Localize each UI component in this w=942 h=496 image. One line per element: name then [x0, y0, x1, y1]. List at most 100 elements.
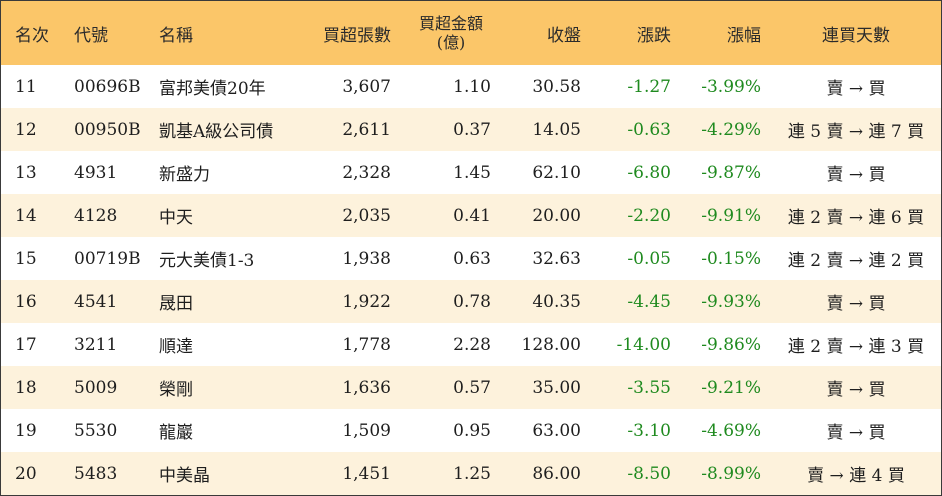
cell-code: 3211 [74, 323, 154, 366]
cell-name: 元大美債1-3 [159, 237, 309, 280]
cell-code: 4128 [74, 194, 154, 237]
cell-name: 順達 [159, 323, 309, 366]
cell-change: -3.10 [581, 409, 671, 452]
cell-streak: 賣 → 買 [771, 65, 941, 108]
cell-change-pct: -8.99% [671, 452, 761, 495]
cell-net-volume: 2,035 [301, 194, 391, 237]
table-row: 16 4541 晟田 1,922 0.78 40.35 -4.45 -9.93% 賣 → 買 [1, 280, 941, 323]
cell-rank: 17 [15, 323, 61, 366]
cell-net-amount: 1.10 [401, 65, 491, 108]
cell-rank: 15 [15, 237, 61, 280]
cell-code: 00719B [74, 237, 154, 280]
cell-change-pct: -9.21% [671, 366, 761, 409]
cell-rank: 14 [15, 194, 61, 237]
cell-streak: 連 2 賣 → 連 3 買 [771, 323, 941, 366]
cell-change-pct: -9.86% [671, 323, 761, 366]
cell-close: 63.00 [491, 409, 581, 452]
header-net-amount: 買超金額 (億) [396, 1, 506, 65]
table-row: 13 4931 新盛力 2,328 1.45 62.10 -6.80 -9.87% 賣 → 買 [1, 151, 941, 194]
cell-change: -3.55 [581, 366, 671, 409]
table-row: 18 5009 榮剛 1,636 0.57 35.00 -3.55 -9.21% 賣 → 買 [1, 366, 941, 409]
cell-net-volume: 2,328 [301, 151, 391, 194]
cell-change-pct: -3.99% [671, 65, 761, 108]
cell-streak: 賣 → 買 [771, 409, 941, 452]
cell-change: -1.27 [581, 65, 671, 108]
cell-net-amount: 0.95 [401, 409, 491, 452]
cell-net-amount: 0.63 [401, 237, 491, 280]
header-streak: 連買天數 [771, 1, 941, 65]
cell-change: -0.63 [581, 108, 671, 151]
cell-change-pct: -9.93% [671, 280, 761, 323]
cell-name: 龍巖 [159, 409, 309, 452]
cell-net-amount: 0.37 [401, 108, 491, 151]
cell-change-pct: -4.69% [671, 409, 761, 452]
cell-net-amount: 1.45 [401, 151, 491, 194]
cell-name: 中天 [159, 194, 309, 237]
cell-name: 中美晶 [159, 452, 309, 495]
cell-change-pct: -4.29% [671, 108, 761, 151]
cell-net-amount: 0.41 [401, 194, 491, 237]
cell-change: -8.50 [581, 452, 671, 495]
cell-name: 凱基A級公司債 [159, 108, 309, 151]
cell-rank: 11 [15, 65, 61, 108]
cell-net-amount: 0.78 [401, 280, 491, 323]
table-row: 14 4128 中天 2,035 0.41 20.00 -2.20 -9.91% 連 2 賣 →… [1, 194, 941, 237]
cell-rank: 16 [15, 280, 61, 323]
cell-streak: 賣 → 買 [771, 280, 941, 323]
cell-streak: 連 5 賣 → 連 7 買 [771, 108, 941, 151]
cell-net-volume: 1,922 [301, 280, 391, 323]
header-rank: 名次 [15, 1, 61, 65]
table-row: 19 5530 龍巖 1,509 0.95 63.00 -3.10 -4.69% 賣 → 買 [1, 409, 941, 452]
cell-net-volume: 1,451 [301, 452, 391, 495]
table-row: 17 3211 順達 1,778 2.28 128.00 -14.00 -9.86% 連 2 賣… [1, 323, 941, 366]
cell-close: 30.58 [491, 65, 581, 108]
cell-change-pct: -0.15% [671, 237, 761, 280]
cell-name: 富邦美債20年 [159, 65, 309, 108]
cell-close: 14.05 [491, 108, 581, 151]
cell-streak: 賣 → 連 4 買 [771, 452, 941, 495]
cell-net-amount: 2.28 [401, 323, 491, 366]
table-row: 12 00950B 凱基A級公司債 2,611 0.37 14.05 -0.63 -4.29%… [1, 108, 941, 151]
cell-close: 86.00 [491, 452, 581, 495]
cell-streak: 賣 → 買 [771, 366, 941, 409]
cell-streak: 賣 → 買 [771, 151, 941, 194]
cell-close: 35.00 [491, 366, 581, 409]
header-change: 漲跌 [581, 1, 671, 65]
cell-streak: 連 2 賣 → 連 2 買 [771, 237, 941, 280]
cell-code: 5483 [74, 452, 154, 495]
header-name: 名稱 [159, 1, 309, 65]
cell-code: 00950B [74, 108, 154, 151]
cell-name: 晟田 [159, 280, 309, 323]
header-net-volume: 買超張數 [301, 1, 391, 65]
cell-net-amount: 1.25 [401, 452, 491, 495]
cell-code: 5530 [74, 409, 154, 452]
cell-change: -0.05 [581, 237, 671, 280]
cell-code: 4931 [74, 151, 154, 194]
cell-change: -4.45 [581, 280, 671, 323]
header-change-pct: 漲幅 [671, 1, 761, 65]
cell-change-pct: -9.87% [671, 151, 761, 194]
cell-net-volume: 1,938 [301, 237, 391, 280]
cell-change: -6.80 [581, 151, 671, 194]
cell-rank: 20 [15, 452, 61, 495]
table-row: 20 5483 中美晶 1,451 1.25 86.00 -8.50 -8.99% 賣 → 連 … [1, 452, 941, 495]
cell-code: 00696B [74, 65, 154, 108]
cell-rank: 19 [15, 409, 61, 452]
table-row: 15 00719B 元大美債1-3 1,938 0.63 32.63 -0.05 -0.15%… [1, 237, 941, 280]
cell-rank: 13 [15, 151, 61, 194]
cell-code: 5009 [74, 366, 154, 409]
cell-change-pct: -9.91% [671, 194, 761, 237]
table-row: 11 00696B 富邦美債20年 3,607 1.10 30.58 -1.27 -3.99%… [1, 65, 941, 108]
cell-net-volume: 3,607 [301, 65, 391, 108]
cell-net-volume: 1,636 [301, 366, 391, 409]
cell-net-volume: 2,611 [301, 108, 391, 151]
cell-net-volume: 1,509 [301, 409, 391, 452]
cell-change: -2.20 [581, 194, 671, 237]
header-net-amount-line2: (億) [437, 33, 466, 52]
cell-close: 128.00 [491, 323, 581, 366]
cell-rank: 18 [15, 366, 61, 409]
cell-net-volume: 1,778 [301, 323, 391, 366]
cell-rank: 12 [15, 108, 61, 151]
cell-code: 4541 [74, 280, 154, 323]
